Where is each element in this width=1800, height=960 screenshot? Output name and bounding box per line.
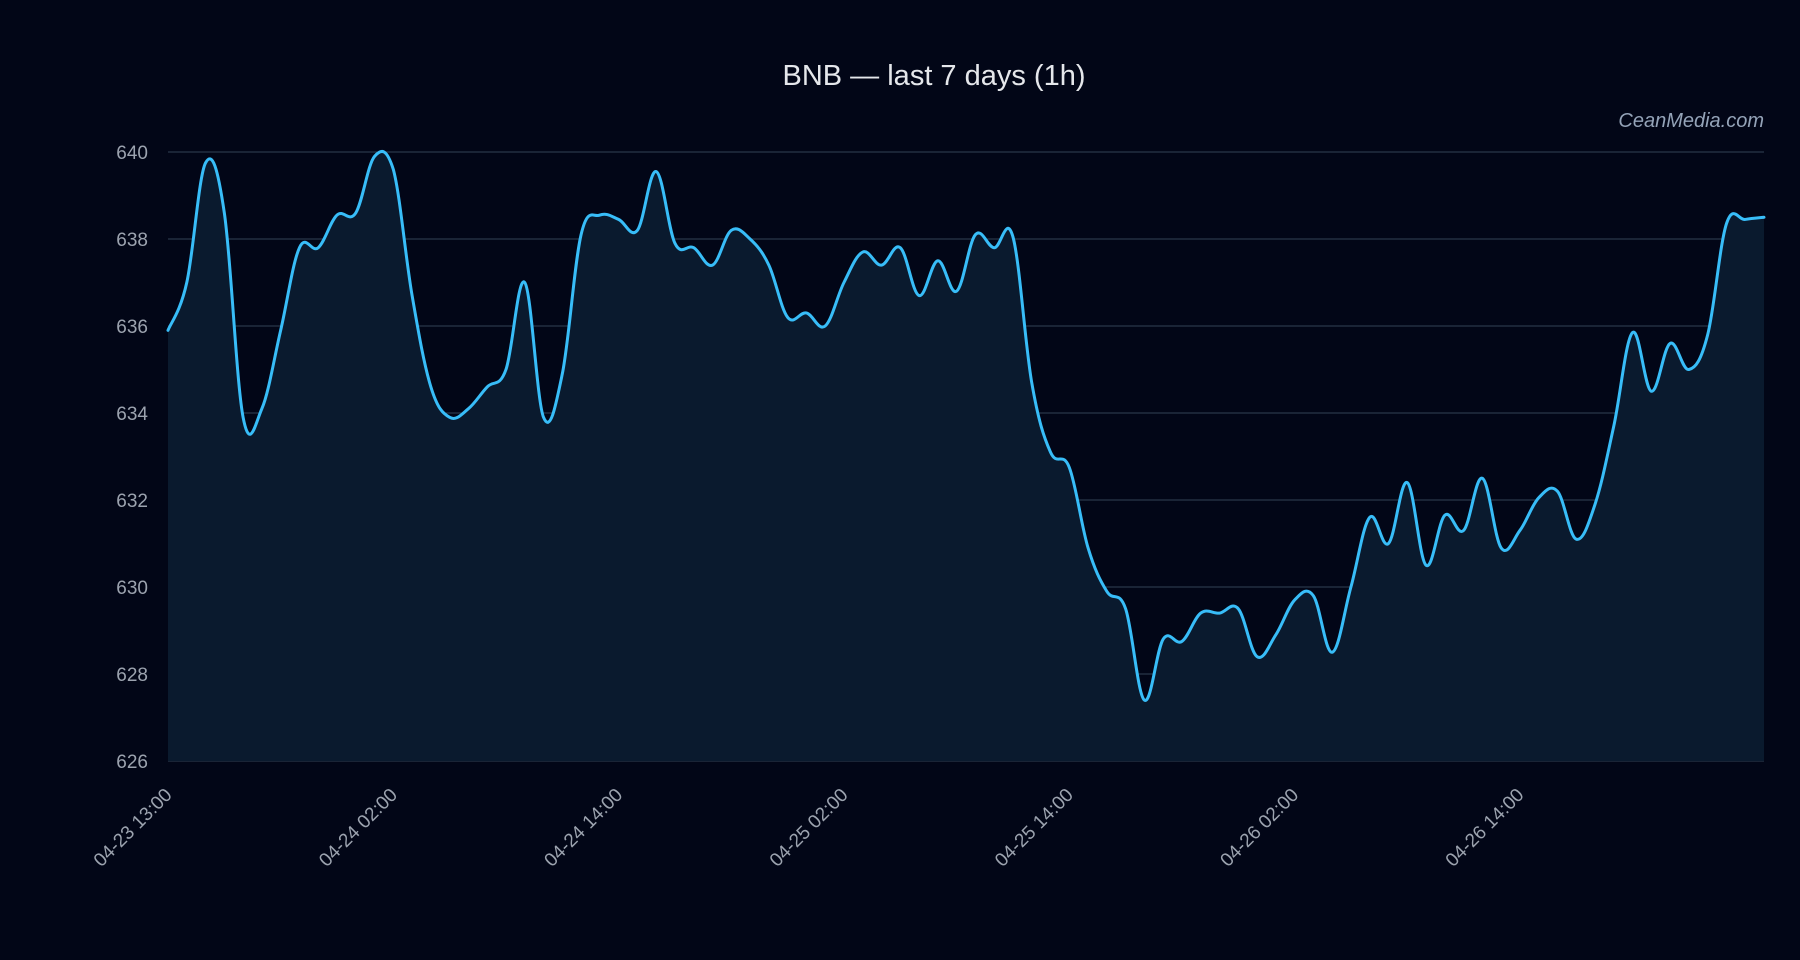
y-tick-label: 636 <box>116 317 148 338</box>
y-tick-label: 626 <box>116 752 148 773</box>
y-tick-label: 632 <box>116 491 148 512</box>
price-line <box>166 149 1766 702</box>
y-tick-label: 638 <box>116 230 148 251</box>
price-area <box>168 151 1764 761</box>
y-tick-label: 634 <box>116 404 148 425</box>
chart-title: BNB — last 7 days (1h) <box>783 60 1086 92</box>
y-tick-label: 630 <box>116 578 148 599</box>
y-axis-ticks: 626 628 630 632 634 636 638 640 <box>116 143 148 773</box>
y-tick-label: 640 <box>116 143 148 164</box>
y-tick-label: 628 <box>116 665 148 686</box>
watermark: CeanMedia.com <box>1618 110 1764 132</box>
